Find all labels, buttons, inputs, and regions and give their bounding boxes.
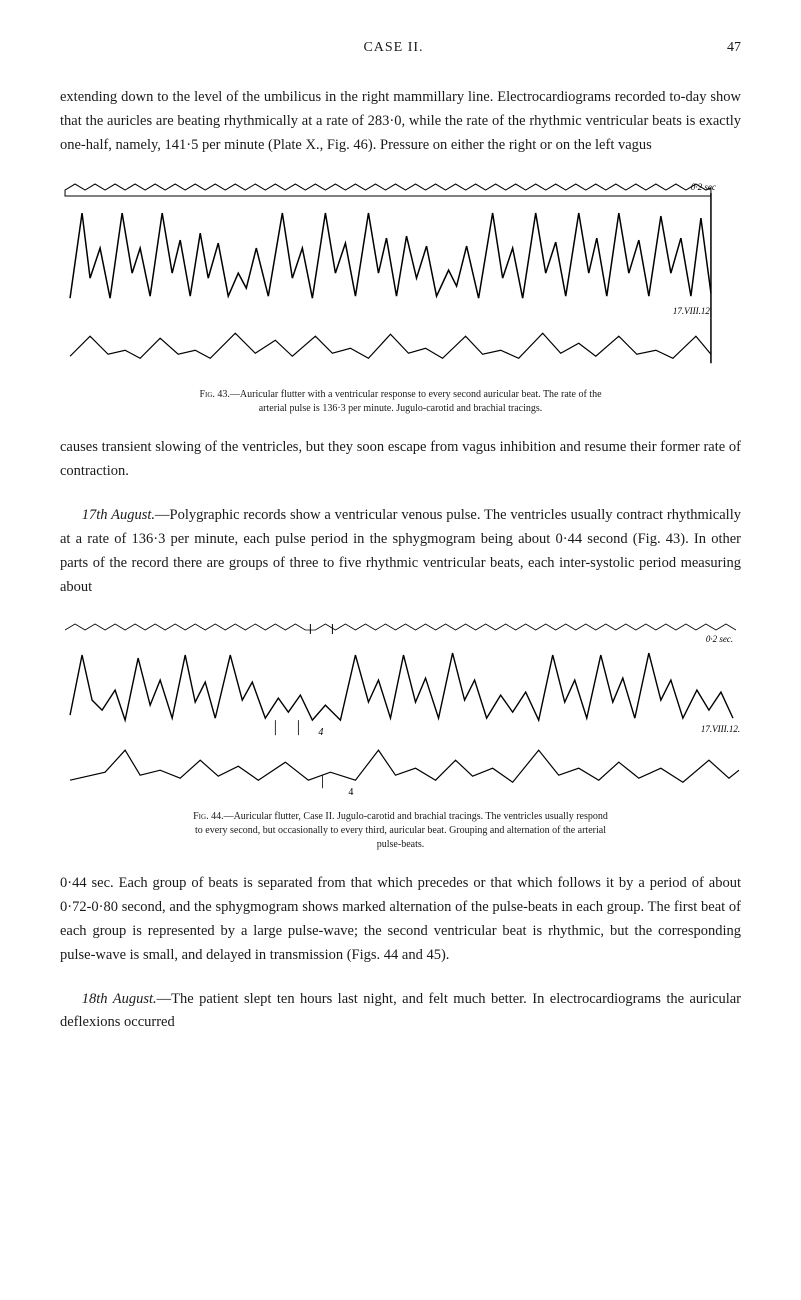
figure-44-svg: 0·2 sec. 4 17.VIII.12. 4 <box>60 620 741 800</box>
paragraph-3: 17th August.—Polygraphic records show a … <box>60 504 741 600</box>
page-title: CASE II. <box>363 40 423 56</box>
fig44-sub: to every second, but occasionally to eve… <box>60 824 741 838</box>
fig43-sub: arterial pulse is 136·3 per minute. Jugu… <box>60 402 741 416</box>
figure-44-caption: Fig. 44.—Auricular flutter, Case II. Jug… <box>60 810 741 852</box>
fig44-main: —Auricular flutter, Case II. Jugulo-caro… <box>224 811 608 822</box>
fig44-sub2: pulse-beats. <box>60 838 741 852</box>
fig43-main: —Auricular flutter with a ventricular re… <box>230 389 602 400</box>
paragraph-2: causes transient slowing of the ventricl… <box>60 436 741 484</box>
fig44-top-label: 0·2 sec. <box>706 634 733 644</box>
paragraph-1: extending down to the level of the umbil… <box>60 86 741 158</box>
para5-body: —The patient slept ten hours last night,… <box>60 991 741 1031</box>
paragraph-5: 18th August.—The patient slept ten hours… <box>60 988 741 1036</box>
fig44-marker-4-bot: 4 <box>348 787 353 798</box>
fig44-right-label: 17.VIII.12. <box>701 724 740 734</box>
para3-body: —Polygraphic records show a ventricular … <box>60 507 741 595</box>
fig43-top-label: 0·2 sec <box>691 182 716 192</box>
para5-lead: 18th August. <box>82 991 157 1007</box>
page-number: 47 <box>727 40 741 56</box>
figure-43-caption: Fig. 43.—Auricular flutter with a ventri… <box>60 388 741 416</box>
paragraph-4: 0·44 sec. Each group of beats is separat… <box>60 872 741 968</box>
fig43-right-label: 17.VIII.12 <box>673 306 710 316</box>
fig44-lead: Fig. 44. <box>193 811 223 822</box>
fig43-lead: Fig. 43. <box>199 389 229 400</box>
figure-44: 0·2 sec. 4 17.VIII.12. 4 <box>60 620 741 800</box>
figure-43-svg: 0·2 sec 17.VIII.12 <box>60 178 741 378</box>
fig44-marker-4-top: 4 <box>318 727 323 738</box>
figure-43: 0·2 sec 17.VIII.12 <box>60 178 741 378</box>
para3-lead: 17th August. <box>82 507 155 523</box>
